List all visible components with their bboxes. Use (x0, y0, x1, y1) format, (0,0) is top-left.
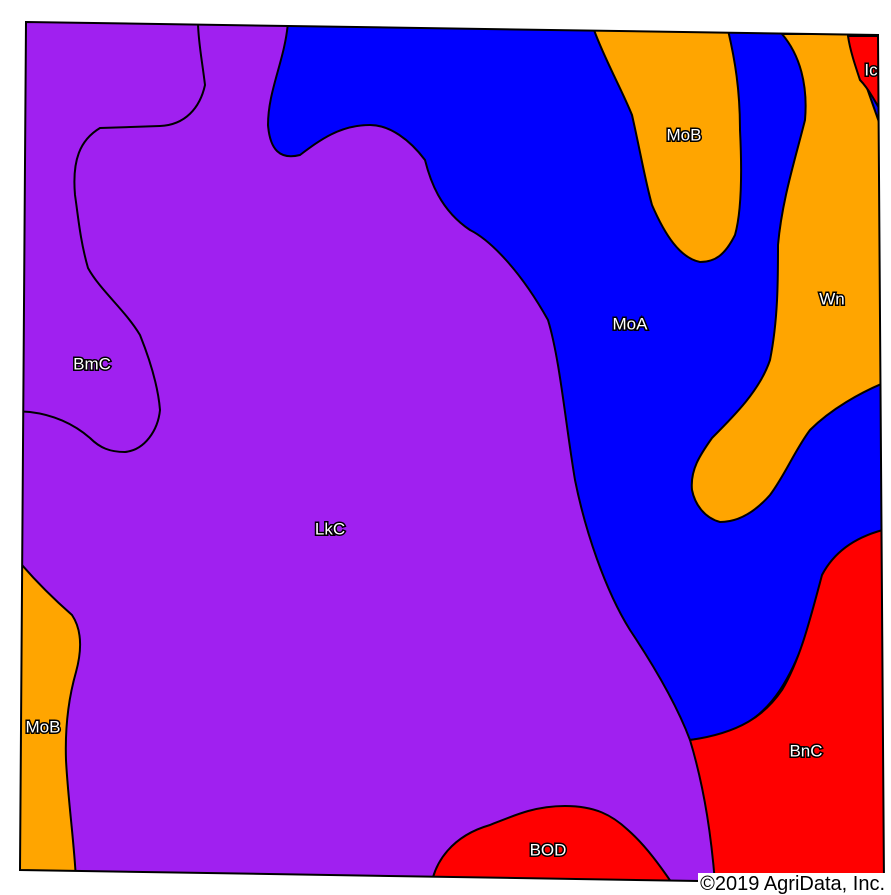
soil-unit-bnc[interactable] (689, 527, 891, 895)
soil-unit-bmc[interactable] (0, 22, 206, 453)
label-wn: Wn (819, 289, 845, 308)
label-bnc: BnC (789, 741, 822, 760)
label-mob-top: MoB (667, 125, 702, 144)
label-ic: Ic (864, 60, 878, 79)
label-mob-left: MoB (26, 717, 61, 736)
label-moa: MoA (613, 314, 649, 333)
soil-unit-mob-top[interactable] (593, 29, 743, 263)
soil-unit-wn[interactable] (690, 33, 891, 523)
label-bod: BOD (530, 840, 567, 859)
label-bmc: BmC (73, 354, 111, 373)
copyright-notice: ©2019 AgriData, Inc. (698, 873, 887, 895)
soil-unit-bod[interactable] (429, 805, 681, 895)
label-lkc: LkC (315, 519, 345, 538)
